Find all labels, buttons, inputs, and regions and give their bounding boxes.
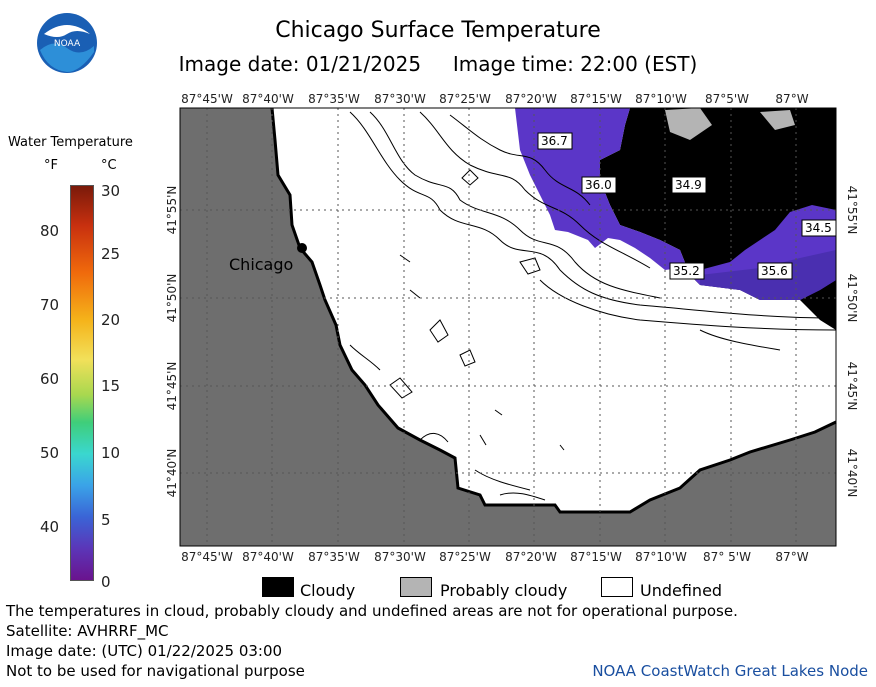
temp-label: 34.9 xyxy=(675,178,702,192)
noaa-logo-text: NOAA xyxy=(54,39,81,49)
lon-label-bottom: 87°35'W xyxy=(308,550,360,564)
disclaimer-note: The temperatures in cloud, probably clou… xyxy=(6,602,738,620)
lon-label-top: 87°15'W xyxy=(570,92,622,106)
temp-label-box xyxy=(801,219,837,237)
lon-label-bottom: 87°30'W xyxy=(374,550,426,564)
lon-label-top: 87°W xyxy=(775,92,808,106)
lon-label-bottom: 87°40'W xyxy=(242,550,294,564)
image-date: Image date: 01/21/2025 xyxy=(178,52,422,76)
c-tick: 0 xyxy=(101,573,111,591)
temp-label: 34.5 xyxy=(805,221,832,235)
cloudy-label: Cloudy xyxy=(300,581,356,600)
image-date-time: Image date: 01/21/2025 Image time: 22:00… xyxy=(0,52,876,76)
noaa-logo: NOAA xyxy=(37,13,97,73)
lon-label-bottom: 87°W xyxy=(775,550,808,564)
c-tick: 30 xyxy=(101,182,121,200)
utc-date-note: Image date: (UTC) 01/22/2025 03:00 xyxy=(6,642,283,660)
c-tick: 5 xyxy=(101,511,111,529)
c-tick: 10 xyxy=(101,444,121,462)
probably-cloudy-label: Probably cloudy xyxy=(440,581,568,600)
lon-label-top: 87°20'W xyxy=(505,92,557,106)
probably-cloudy-swatch xyxy=(400,577,432,597)
temperature-colorbar xyxy=(70,185,94,581)
satellite-note: Satellite: AVHRRF_MC xyxy=(6,622,169,640)
lon-label-top: 87°40'W xyxy=(242,92,294,106)
probably-cloudy-area xyxy=(760,110,795,130)
land-area xyxy=(180,108,836,546)
f-tick: 80 xyxy=(40,222,60,240)
lat-label-left: 41°40'N xyxy=(165,449,179,498)
lon-label-bottom: 87°10'W xyxy=(635,550,687,564)
legend-title: Water Temperature xyxy=(8,135,133,150)
legend-unit-f: °F xyxy=(44,158,58,173)
c-tick: 25 xyxy=(101,245,121,263)
lon-label-top: 87°5'W xyxy=(705,92,749,106)
f-tick: 40 xyxy=(40,518,60,536)
temp-label-box xyxy=(581,176,617,194)
contour-lines xyxy=(349,111,837,501)
lon-label-bottom: 87°45'W xyxy=(181,550,233,564)
lon-label-top: 87°35'W xyxy=(308,92,360,106)
temp-label-box xyxy=(671,176,707,194)
lat-label-right: 41°55'N xyxy=(845,186,859,235)
lon-label-top: 87°10'W xyxy=(635,92,687,106)
f-tick: 70 xyxy=(40,296,60,314)
water-temp-area xyxy=(515,108,836,300)
lon-label-top: 87°30'W xyxy=(374,92,426,106)
temp-label-box xyxy=(757,262,793,280)
c-tick: 15 xyxy=(101,377,121,395)
lat-label-left: 41°55'N xyxy=(165,186,179,235)
undefined-label: Undefined xyxy=(640,581,723,600)
lat-label-right: 41°40'N xyxy=(845,449,859,498)
temp-label: 35.2 xyxy=(673,264,700,278)
probably-cloudy-area xyxy=(665,108,712,140)
temp-label: 35.6 xyxy=(761,264,788,278)
lon-label-bottom: 87°25'W xyxy=(439,550,491,564)
lon-label-bottom: 87° 5'W xyxy=(703,550,751,564)
cloudy-swatch xyxy=(262,577,294,597)
city-label: Chicago xyxy=(229,255,293,274)
lon-label-top: 87°45'W xyxy=(181,92,233,106)
lat-label-left: 41°45'N xyxy=(165,362,179,411)
f-tick: 60 xyxy=(40,370,60,388)
page-title: Chicago Surface Temperature xyxy=(275,18,601,43)
credit-text: NOAA CoastWatch Great Lakes Node xyxy=(592,662,868,680)
lon-label-bottom: 87°20'W xyxy=(505,550,557,564)
temp-label-box xyxy=(537,132,573,150)
lon-label-top: 87°25'W xyxy=(439,92,491,106)
undefined-swatch xyxy=(601,577,633,597)
lat-label-right: 41°45'N xyxy=(845,362,859,411)
navigation-note: Not to be used for navigational purpose xyxy=(6,662,305,680)
map-frame xyxy=(179,107,837,547)
lat-label-right: 41°50'N xyxy=(845,274,859,323)
legend-unit-c: °C xyxy=(101,158,117,173)
image-time: Image time: 22:00 (EST) xyxy=(452,52,698,76)
lat-label-left: 41°50'N xyxy=(165,274,179,323)
f-tick: 50 xyxy=(40,444,60,462)
lon-label-bottom: 87°15'W xyxy=(570,550,622,564)
city-marker xyxy=(297,243,307,253)
temp-label-box xyxy=(669,262,705,280)
c-tick: 20 xyxy=(101,311,121,329)
temp-label: 36.7 xyxy=(541,134,568,148)
temp-label: 36.0 xyxy=(585,178,612,192)
